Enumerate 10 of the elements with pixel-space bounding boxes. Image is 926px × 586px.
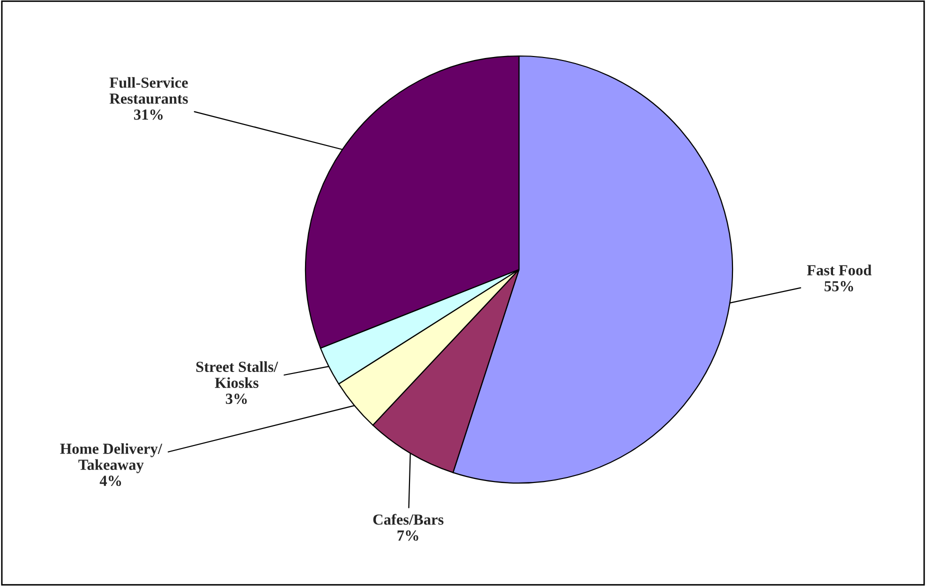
slice-label: Street Stalls/ Kiosks bbox=[196, 361, 278, 388]
data-label: 55% bbox=[824, 281, 854, 292]
slice-label: Home Delivery/ Takeaway bbox=[60, 443, 162, 474]
data-label: 4% bbox=[100, 476, 122, 486]
slice-label: Cafes/Bars bbox=[373, 514, 444, 525]
slice-label: Fast Food bbox=[807, 264, 872, 276]
slice-label: Full-Service Restaurants bbox=[110, 77, 188, 104]
data-label: 7% bbox=[398, 530, 418, 541]
data-label: 3% bbox=[226, 394, 247, 404]
data-label: 31% bbox=[134, 109, 163, 120]
